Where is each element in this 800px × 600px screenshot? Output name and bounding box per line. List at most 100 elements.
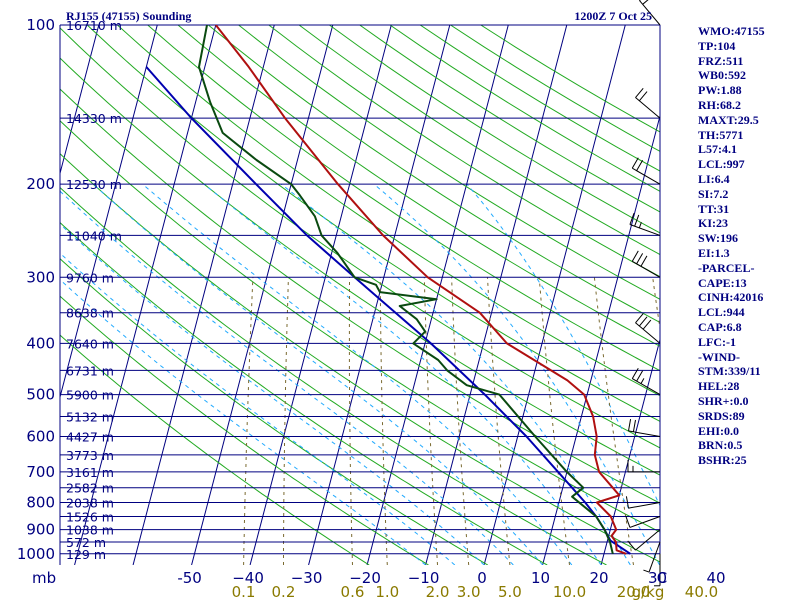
wind-barb-flag: [635, 313, 644, 324]
pressure-tick-label: 600: [26, 427, 55, 445]
dry-adiabat-line: [238, 25, 660, 300]
wind-barb: [625, 515, 661, 528]
isobars: [59, 24, 661, 565]
wind-barb-flag: [640, 255, 648, 267]
indices-panel: WMO:47155 TP:104 FRZ:511 WB0:592 PW:1.88 RH:6…: [698, 24, 765, 468]
moist-adiabat-line: [60, 252, 456, 565]
mixing-ratio-line: [348, 277, 353, 565]
isotherm-line: [542, 113, 660, 565]
index-item: TP:104: [698, 38, 736, 53]
profiles: [145, 25, 631, 555]
mixing-ratio-tick-label: 0.2: [272, 583, 296, 600]
mixing-ratio-tick-label: 0.6: [341, 583, 365, 600]
wind-barb: [654, 553, 661, 587]
dry-adiabat-line: [60, 57, 660, 476]
wind-barb-flag: [629, 213, 635, 225]
index-item: -WIND-: [698, 349, 740, 364]
temperature-tick-label: −20: [349, 569, 381, 587]
wind-barb-half-flag: [643, 569, 650, 573]
height-label: 12530 m: [66, 177, 122, 192]
height-label: 1526 m: [66, 509, 114, 524]
wind-barb-flag: [642, 0, 649, 5]
mixing-ratio-tick-label: 0.1: [232, 583, 256, 600]
pressure-tick-label: 100: [26, 16, 55, 34]
mixing-ratio-line: [283, 277, 289, 565]
wind-barb: [635, 313, 661, 344]
dry-adiabat-line: [60, 88, 660, 504]
mixing-ratio-line: [487, 277, 511, 565]
parcel-trace: [145, 66, 631, 555]
pressure-tick-label: 800: [26, 494, 55, 512]
dry-adiabat-line: [86, 25, 660, 422]
index-item: LCL:944: [698, 305, 745, 320]
moist-adiabat-line: [466, 183, 660, 507]
index-item: EI:1.3: [698, 245, 730, 260]
temperature-trace: [215, 25, 627, 555]
moist-adiabat-line: [60, 279, 426, 565]
height-label: 14330 m: [66, 111, 122, 126]
wind-barb-flag: [642, 319, 652, 330]
temperature-tick-label: −40: [232, 569, 264, 587]
wind-barb: [643, 541, 661, 573]
index-item: RH:68.2: [698, 97, 741, 112]
isotherm-line: [60, 25, 158, 399]
wind-barb-flag: [635, 88, 644, 98]
pressure-tick-label: 1000: [17, 545, 55, 563]
dry-adiabat-line: [60, 334, 370, 565]
dry-adiabat-line: [60, 221, 548, 565]
temperature-tick-label: 30: [648, 569, 667, 587]
moist-adiabat-line: [60, 190, 514, 565]
mixing-ratio-line: [243, 277, 254, 565]
index-item: BSHR:25: [698, 453, 747, 468]
grid-lines: [0, 25, 660, 565]
temperature-tick-label: 20: [590, 569, 609, 587]
index-item: LFC:-1: [698, 334, 736, 349]
index-item: WMO:47155: [698, 24, 765, 38]
dry-adiabat-line: [177, 25, 660, 347]
height-label: 9760 m: [66, 270, 114, 285]
index-item: EHI:0.0: [698, 423, 740, 438]
wind-barb: [629, 213, 661, 236]
pressure-tick-label: 200: [26, 175, 55, 193]
pressure-unit-label: mb: [32, 569, 56, 587]
mixing-ratio-tick-label: 20.0: [617, 583, 650, 600]
wind-barb: [639, 0, 661, 26]
mixing-ratio-line: [423, 277, 438, 565]
dry-adiabat-line: [298, 25, 660, 256]
wind-barb: [631, 157, 661, 185]
wind-barb-flag: [636, 370, 644, 382]
index-item: PW:1.88: [698, 83, 742, 98]
wind-barb-flag: [636, 160, 644, 171]
dry-adiabat-line: [207, 25, 660, 324]
height-label: 8638 m: [66, 306, 114, 321]
temperature-tick-label: −10: [408, 569, 440, 587]
temperature-tick-label: −30: [291, 569, 323, 587]
wind-barb-half-flag: [640, 378, 645, 384]
wind-barb-flag: [638, 91, 648, 102]
index-item: CINH:42016: [698, 290, 764, 305]
index-item: LCL:997: [698, 157, 745, 172]
wind-barb-flag: [625, 496, 629, 509]
index-item: L57:4.1: [698, 142, 737, 157]
isotherm-line: [425, 25, 568, 565]
sounding-time: 1200Z 7 Oct 25: [574, 9, 652, 23]
wind-barb: [635, 88, 661, 119]
wind-barb: [627, 529, 661, 551]
height-label: 129 m: [66, 547, 106, 562]
index-item: CAPE:13: [698, 275, 747, 290]
isotherm-line: [483, 25, 626, 565]
wind-barb: [631, 367, 661, 396]
index-item: FRZ:511: [698, 53, 744, 68]
temperature-unit-label: C: [657, 569, 667, 587]
wind-barb-staff: [632, 260, 661, 278]
mixing-ratio-tick-label: 10.0: [553, 583, 586, 600]
height-label: 16710 m: [66, 18, 122, 33]
index-item: WB0:592: [698, 68, 746, 83]
isotherm-line: [0, 25, 40, 565]
dry-adiabat-line: [117, 25, 660, 397]
index-item: SI:7.2: [698, 186, 729, 201]
height-label: 6731 m: [66, 363, 114, 378]
wind-barb-flag: [634, 214, 640, 227]
wind-barb: [627, 419, 661, 437]
